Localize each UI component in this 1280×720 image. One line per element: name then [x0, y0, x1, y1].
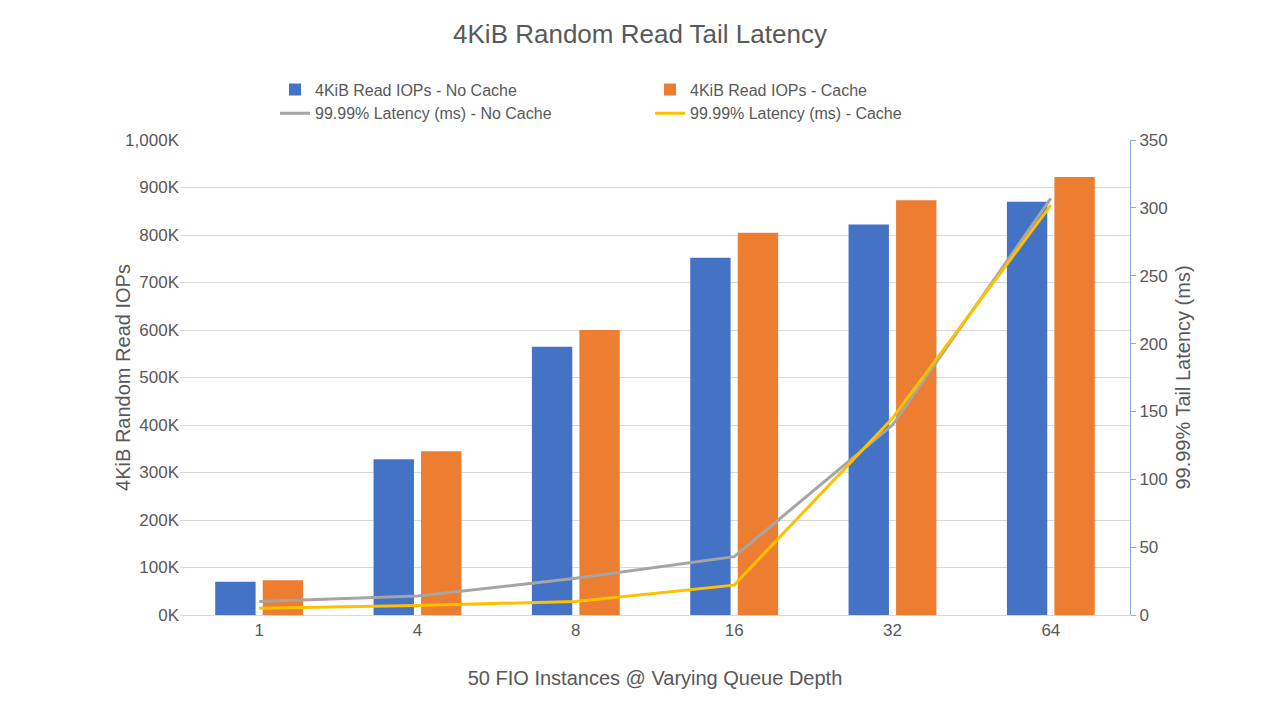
svg-text:250: 250 [1139, 267, 1167, 286]
svg-text:400K: 400K [139, 416, 179, 435]
svg-text:100K: 100K [139, 558, 179, 577]
svg-text:200K: 200K [139, 511, 179, 530]
svg-text:4: 4 [413, 621, 422, 640]
svg-text:50: 50 [1139, 538, 1158, 557]
svg-text:4KiB Random Read Tail Latency: 4KiB Random Read Tail Latency [453, 19, 827, 49]
svg-text:700K: 700K [139, 273, 179, 292]
svg-text:600K: 600K [139, 321, 179, 340]
svg-text:4KiB Read IOPs - No Cache: 4KiB Read IOPs - No Cache [315, 82, 517, 99]
svg-text:300: 300 [1139, 199, 1167, 218]
svg-text:1: 1 [254, 621, 263, 640]
svg-text:500K: 500K [139, 368, 179, 387]
svg-text:350: 350 [1139, 131, 1167, 150]
svg-text:200: 200 [1139, 335, 1167, 354]
svg-text:4KiB Random Read IOPs: 4KiB Random Read IOPs [112, 264, 134, 491]
svg-text:4KiB Read IOPs - Cache: 4KiB Read IOPs - Cache [690, 82, 867, 99]
svg-text:8: 8 [571, 621, 580, 640]
svg-text:900K: 900K [139, 178, 179, 197]
svg-text:32: 32 [883, 621, 902, 640]
svg-text:64: 64 [1041, 621, 1060, 640]
svg-text:16: 16 [725, 621, 744, 640]
svg-text:50 FIO Instances @ Varying Que: 50 FIO Instances @ Varying Queue Depth [468, 667, 843, 689]
svg-text:100: 100 [1139, 470, 1167, 489]
svg-text:1,000K: 1,000K [125, 131, 180, 150]
svg-text:99.99% Tail Latency (ms): 99.99% Tail Latency (ms) [1172, 265, 1194, 489]
svg-text:99.99% Latency (ms) - No Cache: 99.99% Latency (ms) - No Cache [315, 105, 552, 122]
svg-text:300K: 300K [139, 463, 179, 482]
svg-text:0K: 0K [158, 606, 179, 625]
svg-text:99.99% Latency (ms) - Cache: 99.99% Latency (ms) - Cache [690, 105, 902, 122]
svg-text:150: 150 [1139, 402, 1167, 421]
svg-text:800K: 800K [139, 226, 179, 245]
svg-text:0: 0 [1139, 606, 1148, 625]
